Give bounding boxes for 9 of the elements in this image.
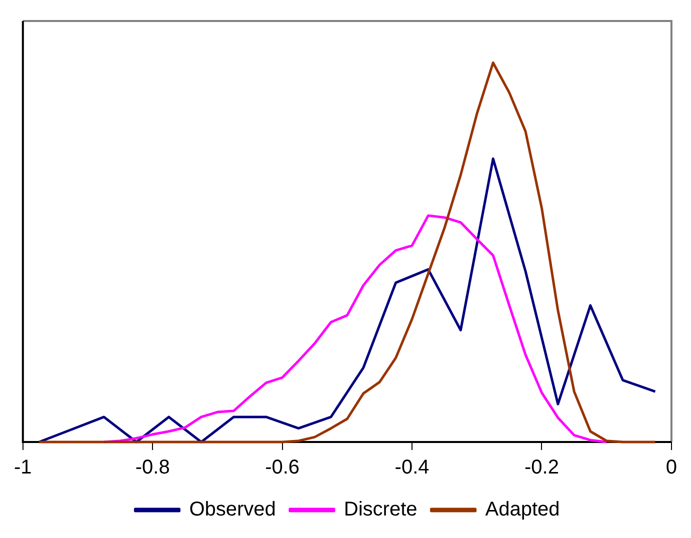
x-tick-label: -1	[14, 456, 32, 479]
legend-label: Discrete	[344, 498, 418, 521]
x-tick-label: -0.4	[394, 456, 430, 479]
x-tick-label: -0.8	[135, 456, 170, 479]
legend-label: Observed	[189, 498, 276, 521]
x-tick-label: -0.6	[265, 456, 300, 479]
x-tick-label: -0.2	[524, 456, 559, 479]
x-tick-label: 0	[666, 456, 677, 479]
legend-label: Adapted	[485, 498, 560, 521]
